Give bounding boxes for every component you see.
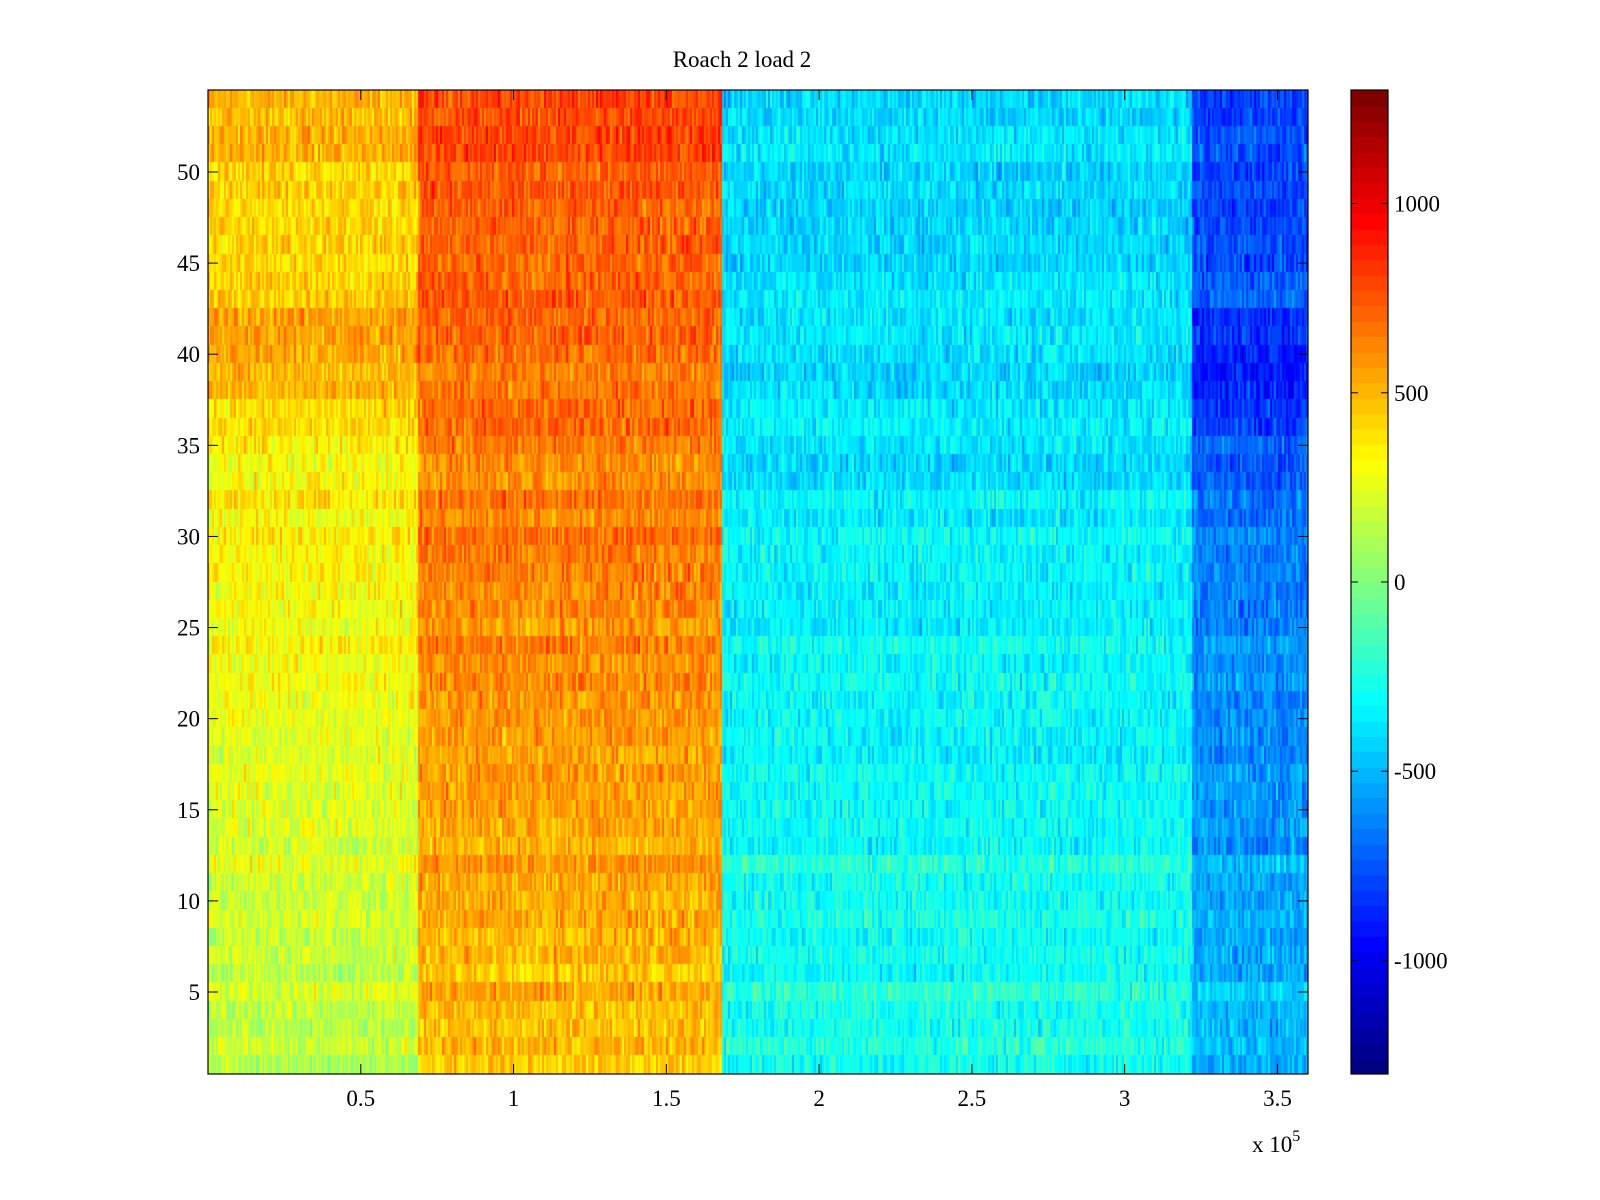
- svg-text:x 105: x 105: [1252, 1128, 1300, 1157]
- colorbar-tick-label-4: -1000: [1394, 948, 1448, 973]
- heatmap-plot-area: [207, 89, 1309, 1075]
- x-exponent-power: 5: [1292, 1128, 1300, 1145]
- x-axis: 0.5 1 1.5 2 2.5 3 3.5: [346, 90, 1292, 1111]
- x-tick-label-2: 1.5: [652, 1086, 681, 1111]
- x-tick-label-5: 3: [1119, 1086, 1131, 1111]
- y-tick-label-1: 10: [177, 889, 200, 914]
- colorbar-tick-label-3: -500: [1394, 759, 1436, 784]
- colorbar-tick-label-2: 0: [1394, 570, 1406, 595]
- colorbar: 1000 500 0 -500 -1000: [1350, 89, 1448, 1075]
- plot-frame: [207, 89, 1309, 1075]
- y-tick-label-6: 35: [177, 433, 200, 458]
- chart-title: Roach 2 load 2: [673, 47, 812, 72]
- colorbar-tick-label-0: 1000: [1394, 192, 1440, 217]
- x-tick-label-3: 2: [813, 1086, 825, 1111]
- y-tick-label-8: 45: [177, 251, 200, 276]
- x-exponent-base: x 10: [1252, 1132, 1292, 1157]
- y-tick-label-3: 20: [177, 707, 200, 732]
- y-tick-label-4: 25: [177, 616, 200, 641]
- colorbar-tick-label-1: 500: [1394, 381, 1429, 406]
- colorbar-ticks: 1000 500 0 -500 -1000: [1351, 192, 1448, 973]
- y-tick-label-5: 30: [177, 524, 200, 549]
- y-tick-label-0: 5: [189, 980, 201, 1005]
- x-tick-label-1: 1: [508, 1086, 520, 1111]
- x-tick-label-0: 0.5: [346, 1086, 375, 1111]
- y-axis: 5 10 15 20 25 30 35 40 45 50: [177, 160, 1308, 1005]
- y-tick-label-2: 15: [177, 798, 200, 823]
- x-exponent-label: x 105: [1252, 1128, 1300, 1157]
- x-tick-label-6: 3.5: [1263, 1086, 1292, 1111]
- y-tick-label-9: 50: [177, 160, 200, 185]
- heatmap-cells: [208, 90, 1308, 1074]
- heatmap-image-holder: [208, 90, 1308, 1074]
- y-tick-label-7: 40: [177, 342, 200, 367]
- x-tick-label-4: 2.5: [958, 1086, 987, 1111]
